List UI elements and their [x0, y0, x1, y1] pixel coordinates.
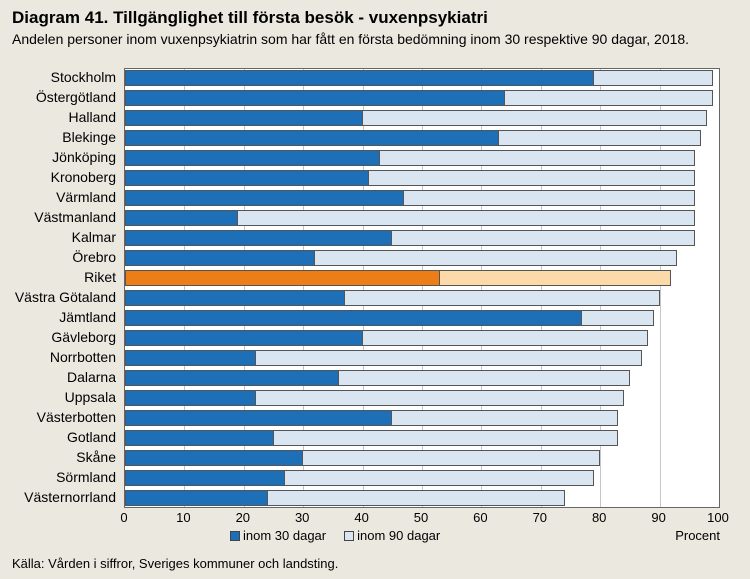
y-category-label: Halland	[69, 109, 116, 125]
y-category-label: Västmanland	[34, 209, 116, 225]
bar-row	[125, 390, 719, 406]
bar-row	[125, 150, 719, 166]
bar-30	[125, 390, 256, 406]
x-tick-label: 50	[414, 510, 428, 525]
bar-30	[125, 90, 505, 106]
y-category-label: Jönköping	[52, 149, 116, 165]
x-tick-label: 90	[651, 510, 665, 525]
y-category-label: Västernorrland	[24, 489, 116, 505]
bar-row	[125, 450, 719, 466]
y-category-label: Norrbotten	[50, 349, 116, 365]
bars-area	[125, 69, 719, 507]
bar-30	[125, 330, 363, 346]
y-category-label: Gävleborg	[51, 329, 116, 345]
bar-row	[125, 330, 719, 346]
y-category-label: Gotland	[67, 429, 116, 445]
bar-30	[125, 190, 404, 206]
bar-30	[125, 430, 274, 446]
x-tick-label: 40	[354, 510, 368, 525]
bar-30	[125, 210, 238, 226]
x-tick-label: 10	[176, 510, 190, 525]
x-tick-label: 100	[707, 510, 729, 525]
bar-row	[125, 110, 719, 126]
bar-row	[125, 90, 719, 106]
x-axis-labels: 0102030405060708090100	[124, 510, 720, 528]
bar-30	[125, 270, 440, 286]
bar-row	[125, 170, 719, 186]
bar-30	[125, 150, 380, 166]
bar-row	[125, 210, 719, 226]
bar-30	[125, 110, 363, 126]
legend-label-30: inom 30 dagar	[243, 528, 326, 543]
chart-container: Diagram 41. Tillgänglighet till första b…	[0, 0, 750, 579]
y-category-label: Värmland	[56, 189, 116, 205]
bar-30	[125, 70, 594, 86]
legend: inom 30 dagar inom 90 dagar	[230, 528, 440, 543]
y-category-label: Örebro	[72, 249, 116, 265]
legend-item-30: inom 30 dagar	[230, 528, 326, 543]
x-tick-label: 30	[295, 510, 309, 525]
chart-title: Diagram 41. Tillgänglighet till första b…	[0, 0, 750, 30]
x-tick-label: 60	[473, 510, 487, 525]
bar-30	[125, 490, 268, 506]
x-tick-label: 0	[120, 510, 127, 525]
bar-30	[125, 230, 392, 246]
bar-30	[125, 410, 392, 426]
bar-row	[125, 250, 719, 266]
bar-row	[125, 70, 719, 86]
bar-row	[125, 230, 719, 246]
bar-row	[125, 470, 719, 486]
bar-row	[125, 310, 719, 326]
bar-row	[125, 190, 719, 206]
bar-30	[125, 250, 315, 266]
x-axis-title: Procent	[675, 528, 720, 543]
x-tick-label: 20	[236, 510, 250, 525]
y-category-label: Jämtland	[59, 309, 116, 325]
y-category-label: Kalmar	[72, 229, 116, 245]
legend-label-90: inom 90 dagar	[357, 528, 440, 543]
bar-row	[125, 130, 719, 146]
y-category-label: Västra Götaland	[15, 289, 116, 305]
legend-swatch-30	[230, 531, 240, 541]
y-category-label: Sörmland	[56, 469, 116, 485]
y-category-label: Uppsala	[65, 389, 116, 405]
source-text: Källa: Vården i siffror, Sveriges kommun…	[12, 556, 338, 571]
y-axis-labels: Stockholm Östergötland Halland Blekinge Jönk…	[0, 68, 120, 508]
y-category-label: Skåne	[76, 449, 116, 465]
bar-row	[125, 410, 719, 426]
bar-30	[125, 130, 499, 146]
bar-30	[125, 170, 369, 186]
bar-row	[125, 490, 719, 506]
x-tick-label: 80	[592, 510, 606, 525]
bar-30	[125, 370, 339, 386]
y-category-label: Stockholm	[51, 69, 116, 85]
chart-subtitle: Andelen personer inom vuxenpsykiatrin so…	[0, 30, 750, 52]
y-category-label: Riket	[84, 269, 116, 285]
y-category-label: Västerbotten	[37, 409, 116, 425]
bar-row	[125, 290, 719, 306]
y-category-label: Östergötland	[36, 89, 116, 105]
x-tick-label: 70	[533, 510, 547, 525]
bar-30	[125, 470, 285, 486]
bar-row	[125, 270, 719, 286]
bar-30	[125, 350, 256, 366]
bar-row	[125, 430, 719, 446]
y-category-label: Blekinge	[62, 129, 116, 145]
legend-swatch-90	[344, 531, 354, 541]
bar-30	[125, 290, 345, 306]
bar-30	[125, 450, 303, 466]
y-category-label: Kronoberg	[51, 169, 116, 185]
plot-area	[124, 68, 720, 508]
bar-row	[125, 350, 719, 366]
bar-row	[125, 370, 719, 386]
y-category-label: Dalarna	[67, 369, 116, 385]
bar-30	[125, 310, 582, 326]
legend-item-90: inom 90 dagar	[344, 528, 440, 543]
